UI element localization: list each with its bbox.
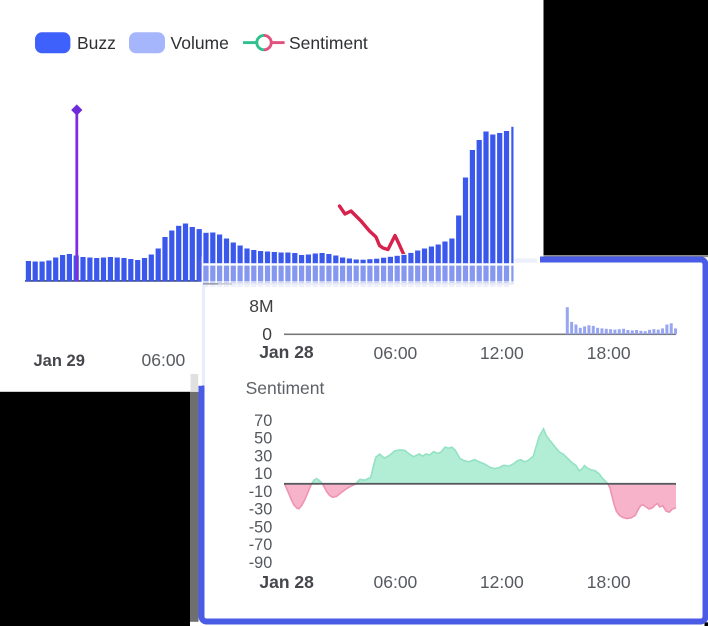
svg-text:Sentiment: Sentiment: [246, 378, 325, 398]
svg-text:Buzz: Buzz: [77, 33, 116, 53]
svg-text:Volume: Volume: [171, 33, 229, 53]
svg-text:10: 10: [254, 465, 272, 483]
svg-text:-50: -50: [249, 518, 273, 536]
svg-text:06:00: 06:00: [374, 343, 418, 363]
svg-text:18:00: 18:00: [587, 572, 631, 592]
svg-text:Jan 29: Jan 29: [34, 352, 85, 370]
svg-text:-90: -90: [249, 554, 273, 572]
svg-text:18:00: 18:00: [587, 343, 631, 363]
svg-text:06:00: 06:00: [142, 350, 186, 370]
svg-text:06:00: 06:00: [374, 572, 418, 592]
svg-text:12:00: 12:00: [480, 572, 524, 592]
svg-text:-30: -30: [249, 501, 273, 519]
svg-text:-10: -10: [249, 483, 273, 501]
svg-text:12:00: 12:00: [480, 343, 524, 363]
svg-text:Sentiment: Sentiment: [289, 33, 368, 53]
svg-text:50: 50: [254, 430, 272, 448]
svg-text:0: 0: [262, 324, 272, 344]
svg-text:-70: -70: [249, 536, 273, 554]
svg-text:Jan 28: Jan 28: [259, 342, 314, 362]
svg-text:8M: 8M: [249, 296, 273, 316]
svg-text:Jan 28: Jan 28: [259, 572, 314, 592]
svg-text:30: 30: [254, 447, 272, 465]
svg-text:70: 70: [254, 412, 272, 430]
